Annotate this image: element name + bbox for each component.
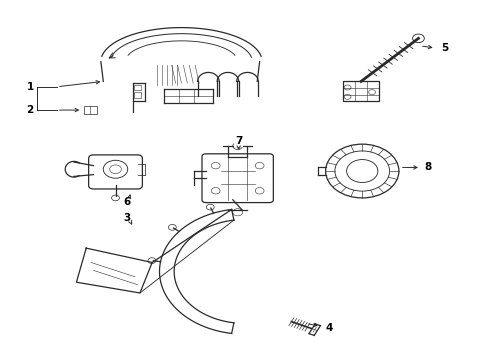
Text: 1: 1 [26,82,34,92]
FancyBboxPatch shape [202,154,273,203]
Circle shape [233,142,243,149]
Circle shape [255,188,264,194]
Bar [134,92,141,98]
Circle shape [326,144,399,198]
Text: 7: 7 [235,136,243,146]
Circle shape [335,151,390,191]
Circle shape [112,195,120,201]
Circle shape [233,209,243,216]
Text: 8: 8 [425,162,432,172]
Circle shape [368,90,375,95]
Circle shape [211,188,220,194]
Circle shape [255,162,264,169]
Circle shape [211,162,220,169]
Circle shape [169,224,176,230]
Bar [134,85,141,90]
Circle shape [110,165,122,174]
Circle shape [148,258,156,264]
Circle shape [206,204,214,210]
Text: 5: 5 [441,43,448,53]
Text: 2: 2 [26,105,34,115]
Text: 6: 6 [123,197,130,207]
Circle shape [344,94,351,99]
Circle shape [344,85,351,90]
Circle shape [413,34,424,42]
Bar [84,107,98,114]
Text: 4: 4 [325,323,333,333]
Text: 3: 3 [123,213,130,222]
FancyBboxPatch shape [89,155,143,189]
Circle shape [346,159,378,183]
Circle shape [103,160,128,178]
Bar [343,81,379,101]
